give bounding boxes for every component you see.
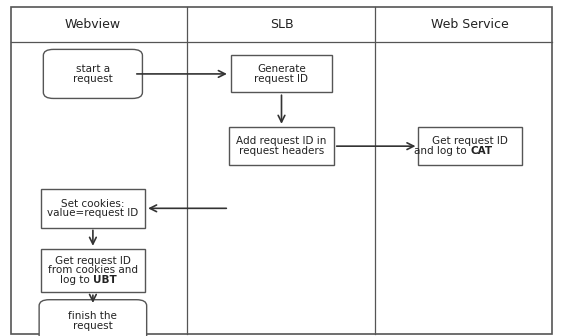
FancyBboxPatch shape: [418, 127, 522, 166]
FancyBboxPatch shape: [11, 7, 552, 334]
Text: from cookies and: from cookies and: [48, 265, 138, 276]
FancyBboxPatch shape: [43, 49, 142, 98]
Text: Get request ID: Get request ID: [432, 136, 508, 146]
Text: value=request ID: value=request ID: [47, 208, 138, 218]
Text: request headers: request headers: [239, 146, 324, 156]
Text: and log to: and log to: [414, 146, 470, 156]
Text: Web Service: Web Service: [431, 18, 509, 31]
Text: Generate: Generate: [257, 64, 306, 74]
Text: log to: log to: [60, 275, 93, 285]
Text: Webview: Webview: [65, 18, 121, 31]
FancyBboxPatch shape: [230, 127, 334, 166]
Text: request: request: [73, 74, 113, 84]
Text: SLB: SLB: [270, 18, 293, 31]
Text: Get request ID: Get request ID: [55, 256, 131, 266]
FancyBboxPatch shape: [231, 55, 332, 92]
Text: Add request ID in: Add request ID in: [236, 136, 327, 146]
Text: request ID: request ID: [254, 74, 309, 84]
FancyBboxPatch shape: [39, 300, 147, 336]
Text: request: request: [73, 321, 113, 331]
FancyBboxPatch shape: [41, 249, 145, 292]
Text: start a: start a: [76, 64, 110, 74]
FancyBboxPatch shape: [41, 189, 145, 228]
Text: UBT: UBT: [93, 275, 117, 285]
Text: finish the: finish the: [69, 311, 117, 321]
Text: CAT: CAT: [470, 146, 492, 156]
Text: Set cookies:: Set cookies:: [61, 199, 124, 209]
